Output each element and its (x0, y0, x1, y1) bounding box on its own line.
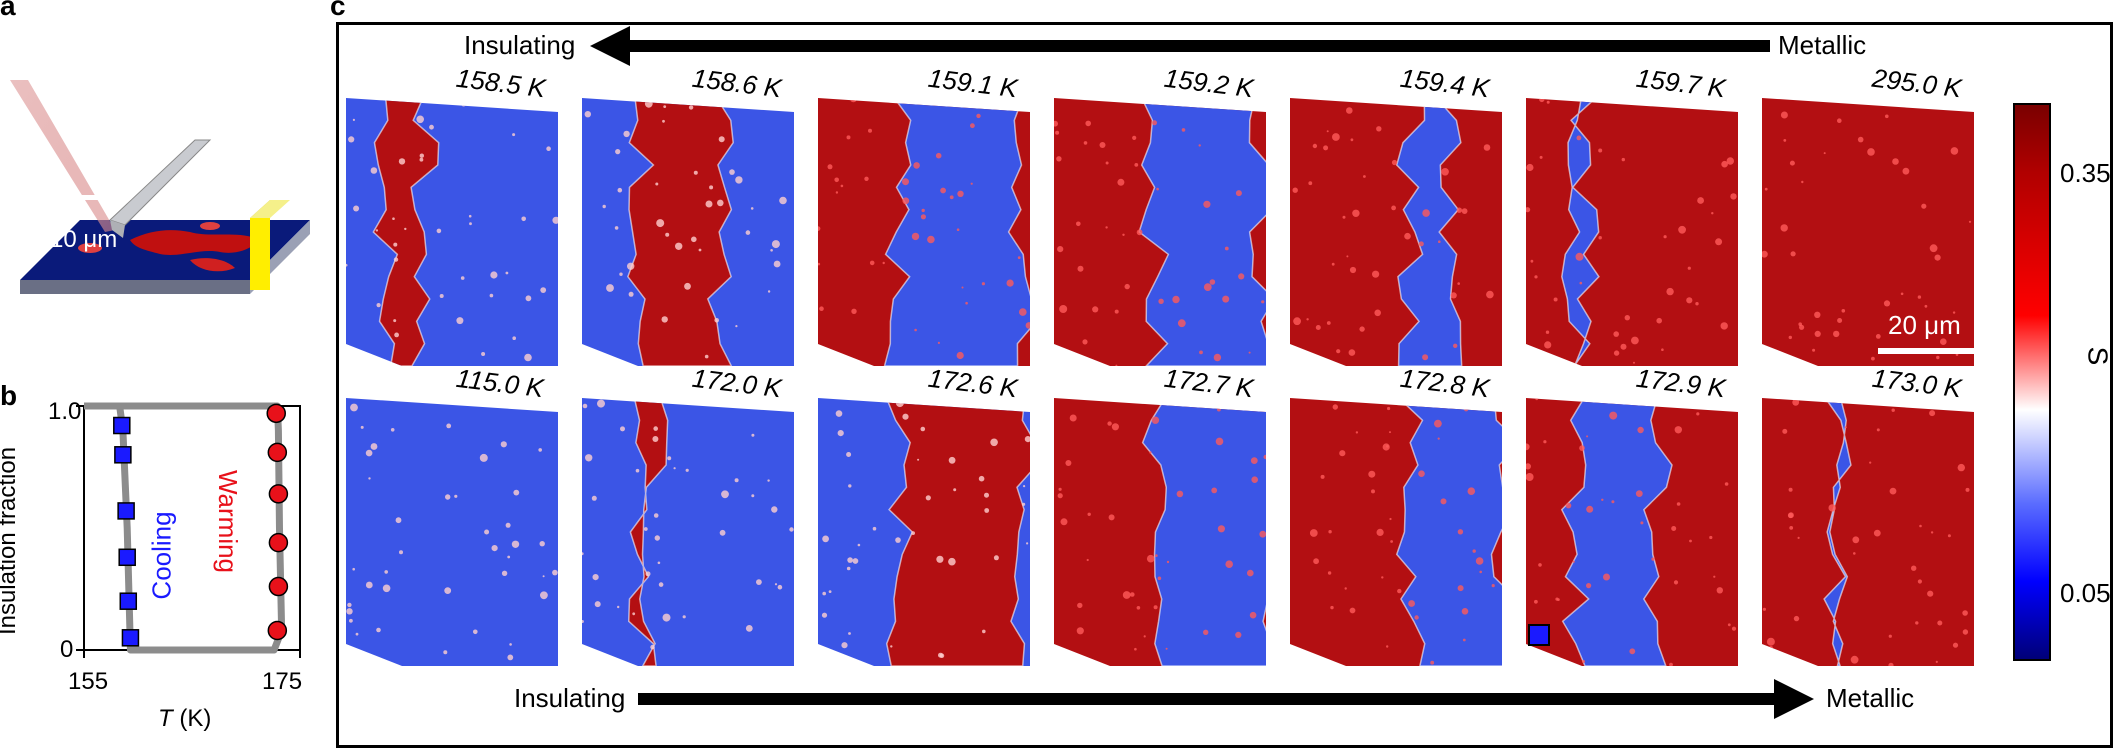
conductance-map-top-7 (1762, 98, 1974, 366)
scalebar-c (1878, 348, 1982, 354)
xtick-right: 175 (262, 668, 303, 695)
top-arrow-left-label: Insulating (464, 30, 576, 60)
conductance-map-bottom-6 (1526, 398, 1738, 666)
warming-point (268, 576, 289, 597)
warming-label: Warming (213, 469, 244, 574)
cooling-label: Cooling (146, 511, 177, 600)
panel-letter-b: b (0, 380, 18, 411)
bottom-arrow (638, 677, 1814, 721)
cooling-point (113, 416, 131, 435)
colorbar (2013, 103, 2051, 661)
scalebar-label-a: 10 μm (50, 226, 118, 253)
cooling-point (117, 502, 135, 520)
scalebar-label-c: 20 μm (1888, 310, 1961, 340)
colorbar-tick-bottom: 0.05 (2060, 578, 2111, 608)
warming-point (267, 620, 288, 641)
chart-xlabel-symbol: T (158, 705, 173, 732)
conductance-map-top-6 (1526, 98, 1738, 366)
cooling-point (119, 592, 138, 610)
plot-frame (83, 405, 301, 651)
conductance-map-bottom-3 (818, 398, 1030, 666)
warming-point (267, 442, 288, 463)
colorbar-label: S (2082, 346, 2114, 366)
colorbar-tick-top: 0.35 (2060, 158, 2111, 188)
conductance-map-bottom-1 (346, 398, 558, 666)
bottom-arrow-left-label: Insulating (514, 683, 626, 713)
xtick-left: 155 (68, 668, 109, 695)
conductance-map-bottom-5 (1290, 398, 1502, 666)
warming-point (266, 403, 286, 424)
device-schematic (10, 80, 310, 310)
top-arrow (590, 24, 1770, 68)
top-arrow-right-label: Metallic (1778, 30, 1867, 60)
conductance-map-top-3 (818, 98, 1030, 366)
conductance-map-top-2 (582, 98, 794, 366)
marker-square (1528, 624, 1550, 646)
conductance-map-top-5 (1290, 98, 1502, 366)
warming-point (268, 484, 289, 504)
chart-ylabel: Insulation fraction (0, 446, 22, 636)
bottom-arrow-right-label: Metallic (1826, 683, 1915, 713)
chart-xlabel-unit: (K) (172, 705, 212, 732)
cooling-point (121, 629, 140, 647)
panel-c-frame (336, 22, 2113, 748)
conductance-map-top-4 (1054, 98, 1266, 366)
hysteresis-curve (84, 402, 286, 654)
cooling-point (118, 548, 136, 567)
panel-letter-c: c (330, 0, 346, 21)
ytick-top: 1.0 (48, 398, 82, 425)
conductance-map-bottom-2 (582, 398, 794, 666)
warming-point (268, 532, 289, 553)
conductance-map-bottom-4 (1054, 398, 1266, 666)
panel-letter-a: a (0, 0, 16, 21)
ytick-bottom: 0 (60, 636, 74, 663)
conductance-map-top-1 (346, 98, 558, 366)
chart-xlabel: T (K) (158, 705, 211, 733)
insulation-fraction-chart (0, 370, 320, 750)
conductance-map-bottom-7 (1762, 398, 1974, 666)
cooling-point (114, 446, 132, 464)
